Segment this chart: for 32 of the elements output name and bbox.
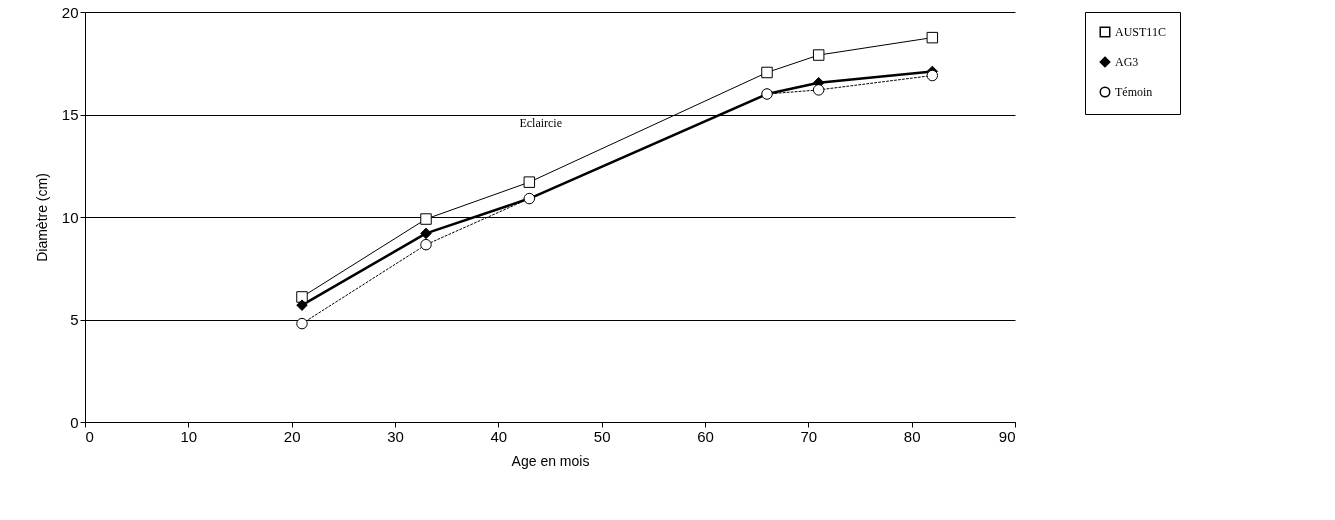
x-tick-label: 70 [800, 427, 818, 445]
legend-label: AG3 [1115, 55, 1139, 69]
y-tick-label: 0 [70, 413, 79, 431]
x-tick-label: 10 [180, 427, 198, 445]
y-axis-title: Diamètre (cm) [33, 173, 50, 262]
point [420, 238, 432, 251]
x-tick-label: 60 [697, 427, 714, 445]
point [296, 317, 308, 330]
x-tick-label: 40 [490, 427, 508, 445]
legend-label: AUST11C [1115, 25, 1166, 39]
point [812, 84, 825, 96]
x-tick-label: 50 [593, 427, 611, 445]
point [926, 31, 939, 44]
x-tick-label: 80 [903, 427, 921, 445]
annotation: Eclaircie [519, 115, 563, 130]
y-tick-label: 10 [61, 208, 79, 226]
point [926, 69, 939, 82]
x-tick-label: 30 [387, 427, 404, 445]
y-tick-label: 5 [70, 311, 79, 328]
x-tick-label: 0 [85, 427, 94, 445]
x-tick-label: 20 [283, 427, 301, 445]
point [812, 49, 825, 61]
point [523, 176, 536, 188]
point [420, 213, 432, 225]
point [761, 66, 773, 79]
y-tick-label: 20 [61, 3, 79, 21]
x-tick-label: 90 [998, 427, 1016, 445]
point [420, 227, 432, 240]
x-axis-title: Age en mois [511, 452, 590, 469]
y-tick-label: 15 [61, 106, 79, 123]
point [296, 299, 308, 311]
legend-label: Témoin [1115, 85, 1153, 99]
